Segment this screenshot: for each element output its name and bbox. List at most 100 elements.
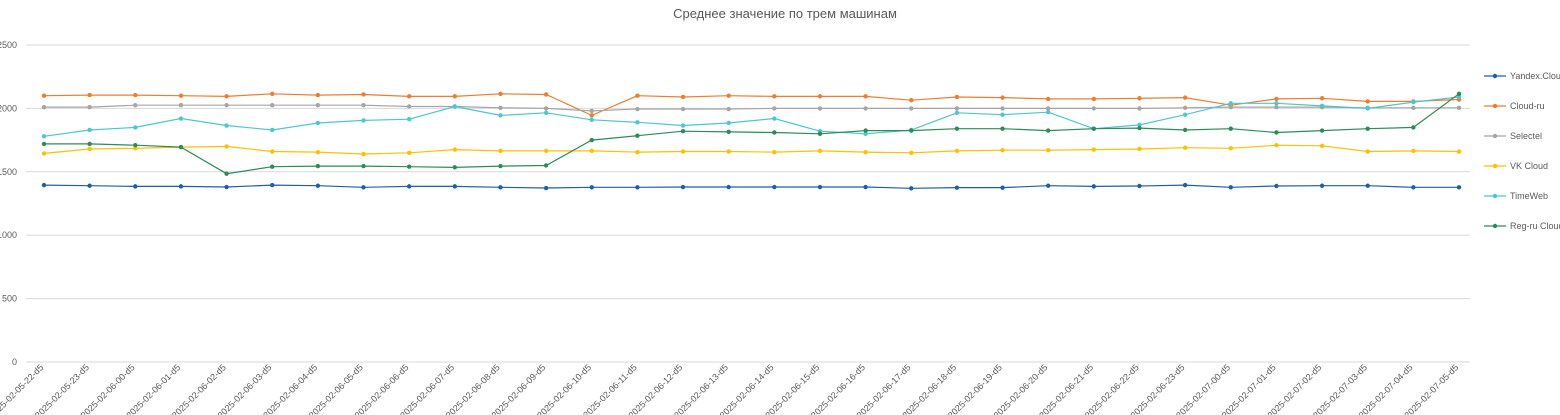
data-point <box>1228 185 1233 190</box>
data-point <box>224 103 229 108</box>
series-yandex-cloud <box>41 182 1462 191</box>
data-point <box>270 127 275 133</box>
y-tick-label: 0 <box>12 357 17 367</box>
legend-item: Yandex.Cloud <box>1484 71 1560 81</box>
data-point <box>361 151 366 157</box>
data-point <box>1456 94 1462 100</box>
data-point <box>315 103 321 108</box>
data-point <box>41 151 47 156</box>
legend-label: Yandex.Cloud <box>1510 71 1560 81</box>
data-point <box>361 185 366 190</box>
data-point <box>315 183 321 188</box>
series-timeweb <box>41 94 1462 139</box>
data-point <box>178 184 184 189</box>
data-point <box>1274 142 1279 148</box>
series-lines <box>41 91 1462 191</box>
data-point <box>1182 95 1188 100</box>
data-point <box>726 129 731 135</box>
data-point <box>224 144 229 149</box>
data-point <box>543 92 549 97</box>
y-tick-label: 500 <box>2 294 17 304</box>
data-point <box>726 149 731 154</box>
data-point <box>41 104 47 110</box>
data-point <box>726 184 731 190</box>
gridlines <box>26 44 1470 363</box>
data-point <box>41 141 47 147</box>
data-point <box>1000 148 1005 153</box>
data-point <box>1365 106 1370 111</box>
data-point <box>543 148 549 154</box>
data-point <box>1411 99 1416 105</box>
data-point <box>1182 182 1188 188</box>
data-point <box>1228 101 1233 106</box>
data-point <box>680 123 686 128</box>
data-point <box>772 149 777 155</box>
data-point <box>1365 126 1370 131</box>
data-point <box>954 126 960 131</box>
data-point <box>270 103 275 108</box>
data-point <box>772 94 777 99</box>
data-point <box>817 131 823 136</box>
data-point <box>1411 105 1416 110</box>
y-tick-label: 2500 <box>0 40 17 50</box>
data-point <box>452 147 458 152</box>
data-point <box>406 150 412 155</box>
data-point <box>224 94 229 99</box>
data-point <box>589 148 594 154</box>
legend-label: Selectel <box>1510 131 1542 141</box>
legend-label: VK Cloud <box>1510 161 1548 171</box>
y-axis-ticks: 0 500 1000 1500 2000 2500 <box>0 40 17 367</box>
data-point <box>1182 105 1188 110</box>
data-point <box>863 184 868 190</box>
data-point <box>224 123 229 128</box>
data-point <box>589 137 594 143</box>
data-point <box>909 186 914 191</box>
data-point <box>406 164 412 169</box>
data-point <box>133 142 138 148</box>
data-point <box>1365 183 1370 188</box>
data-point <box>178 93 184 98</box>
data-point <box>1045 96 1051 102</box>
data-point <box>1411 148 1416 154</box>
data-point <box>87 104 92 110</box>
data-point <box>863 128 868 133</box>
data-point <box>1228 104 1233 110</box>
data-point <box>954 106 960 111</box>
data-point <box>270 182 275 188</box>
data-point <box>361 103 366 108</box>
data-point <box>1137 122 1142 128</box>
data-point <box>1137 96 1142 101</box>
data-point <box>1274 183 1279 189</box>
data-point <box>589 108 594 114</box>
data-point <box>635 106 640 112</box>
data-point <box>133 184 138 189</box>
data-point <box>452 184 458 189</box>
data-point <box>498 185 503 190</box>
y-tick-label: 2000 <box>0 103 17 113</box>
data-point <box>1456 185 1462 190</box>
data-point <box>41 93 47 98</box>
data-point <box>452 165 458 170</box>
data-point <box>772 130 777 135</box>
data-point <box>315 120 321 126</box>
data-point <box>1045 106 1051 111</box>
data-point <box>909 106 914 111</box>
data-point <box>635 120 640 125</box>
data-point <box>863 106 868 111</box>
data-point <box>680 106 686 112</box>
data-point <box>1274 130 1279 135</box>
data-point <box>224 171 229 176</box>
data-point <box>635 149 640 155</box>
data-point <box>406 184 412 189</box>
data-point <box>1319 128 1325 133</box>
data-point <box>315 163 321 169</box>
data-point <box>133 92 138 98</box>
data-point <box>543 106 549 111</box>
data-point <box>1000 185 1005 190</box>
data-point <box>1365 99 1370 104</box>
data-point <box>726 106 731 112</box>
data-point <box>1319 143 1325 149</box>
data-point <box>498 113 503 118</box>
data-point <box>772 116 777 121</box>
